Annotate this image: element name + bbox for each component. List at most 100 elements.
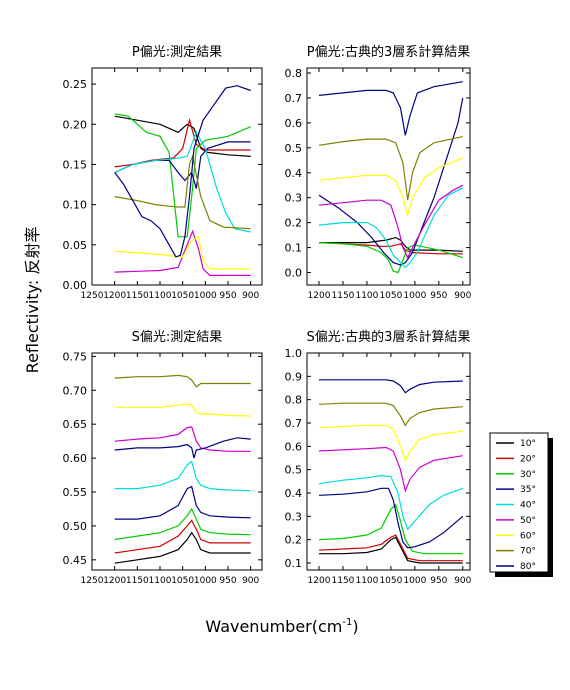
series-line: [114, 130, 251, 233]
series-line: [114, 531, 251, 564]
y-tick-label: 0.3: [285, 510, 303, 523]
series-line: [114, 460, 251, 492]
y-tick-label: 0.5: [285, 464, 303, 477]
y-tick-label: 0.1: [285, 242, 303, 255]
series-line: [114, 437, 251, 459]
x-tick-label: 1100: [355, 576, 378, 586]
series-line: [114, 507, 251, 541]
legend-entry: 70°: [520, 547, 536, 557]
series-line: [318, 487, 464, 549]
series-line: [114, 374, 251, 388]
series-line: [318, 136, 463, 201]
series-line: [114, 235, 251, 270]
y-tick-label: 1.0: [285, 347, 303, 360]
x-tick-label: 1000: [403, 291, 426, 301]
x-tick-label: 950: [430, 291, 447, 301]
x-tick-label: 1100: [355, 291, 378, 301]
plot-frame: [306, 352, 471, 571]
y-tick-label: 0.20: [63, 118, 88, 131]
x-axis-label: Wavenumber(cm-1): [205, 617, 358, 636]
y-tick-label: 0.05: [63, 239, 88, 252]
series-line: [318, 81, 463, 136]
x-tick-label: 950: [430, 576, 447, 586]
y-tick-label: 0.15: [63, 158, 88, 171]
series-line: [318, 97, 464, 266]
y-tick-label: 0.70: [63, 384, 88, 397]
panel-title: P偏光:古典的3層系計算結果: [307, 44, 471, 60]
series-line: [318, 402, 463, 427]
x-tick-label: 950: [219, 291, 236, 301]
y-tick-label: 0.4: [285, 167, 303, 180]
y-tick-label: 0.65: [63, 418, 88, 431]
x-axis-label-close: ): [352, 617, 358, 636]
y-tick-label: 0.1: [285, 557, 303, 570]
x-axis-label-main: Wavenumber(cm: [205, 617, 342, 636]
y-tick-label: 0.7: [285, 92, 303, 105]
x-tick-label: 1050: [379, 291, 402, 301]
y-tick-label: 0.75: [63, 350, 88, 363]
y-tick-label: 0.8: [285, 394, 303, 407]
plot-frame: [306, 67, 471, 286]
chart-panel-1: P偏光:測定結果 0.00 0.05 0.10 0.15 0.20 0.25 1250 1200…: [63, 45, 263, 301]
y-tick-label: 0.2: [285, 534, 303, 547]
legend-entry: 35°: [520, 485, 536, 495]
y-axis-label: Reflectivity: 反射率: [23, 227, 42, 374]
series-line: [318, 474, 464, 531]
series-line: [114, 117, 251, 168]
legend: 10° 20° 30° 35° 40° 50° 60° 70° 80°: [489, 432, 553, 577]
series-line: [114, 519, 251, 554]
legend-entry: 20°: [520, 454, 536, 464]
y-tick-label: 0.45: [63, 554, 88, 567]
y-tick-label: 0.25: [63, 78, 88, 91]
x-tick-label: 900: [242, 576, 259, 586]
x-axis-label-sup: -1: [342, 617, 352, 628]
legend-entry: 80°: [520, 562, 536, 572]
x-tick-label: 1150: [332, 291, 355, 301]
legend-entry: 50°: [520, 516, 536, 526]
plot-frame: [91, 67, 263, 286]
y-tick-label: 0.55: [63, 486, 88, 499]
y-tick-label: 0.7: [285, 417, 303, 430]
legend-entry: 60°: [520, 531, 536, 541]
x-tick-label: 1200: [103, 291, 126, 301]
x-tick-label: 1000: [194, 291, 217, 301]
y-tick-label: 0.50: [63, 520, 88, 533]
panel-title: S偏光:測定結果: [132, 330, 223, 345]
y-tick-label: 0.5: [285, 142, 303, 155]
chart-panel-3: S偏光:測定結果 0.45 0.50 0.55 0.60 0.65 0.70 0.75 1250…: [63, 330, 263, 586]
y-tick-label: 0.8: [285, 67, 303, 80]
y-tick-label: 0.9: [285, 370, 303, 383]
y-tick-label: 0.0: [285, 267, 303, 280]
series-line: [114, 426, 251, 452]
y-tick-label: 0.00: [63, 279, 88, 292]
x-tick-label: 900: [454, 291, 471, 301]
y-tick-label: 0.4: [285, 487, 303, 500]
legend-entry: 40°: [520, 501, 536, 511]
series-line: [319, 536, 463, 564]
x-tick-label: 1100: [149, 291, 172, 301]
series-line: [114, 85, 251, 258]
panel-title: S偏光:古典的3層系計算結果: [307, 329, 471, 345]
series-line: [318, 184, 464, 259]
x-tick-label: 1250: [81, 576, 104, 586]
x-tick-label: 950: [219, 576, 236, 586]
x-tick-label: 1050: [171, 576, 194, 586]
series-line: [114, 113, 251, 238]
y-tick-label: 0.10: [63, 199, 88, 212]
y-tick-label: 0.60: [63, 452, 88, 465]
x-tick-label: 1250: [81, 291, 104, 301]
series-line: [318, 157, 464, 218]
x-tick-label: 1000: [194, 576, 217, 586]
legend-entry: 30°: [520, 470, 536, 480]
series-line: [114, 485, 251, 520]
y-tick-label: 0.6: [285, 117, 303, 130]
x-tick-label: 1200: [308, 291, 331, 301]
series-line: [114, 154, 251, 230]
x-tick-label: 1200: [103, 576, 126, 586]
series-line: [318, 503, 463, 555]
x-tick-label: 1050: [171, 291, 194, 301]
series-line: [318, 424, 463, 462]
series-line: [319, 379, 463, 394]
x-tick-label: 1100: [149, 576, 172, 586]
x-tick-label: 1150: [126, 291, 149, 301]
